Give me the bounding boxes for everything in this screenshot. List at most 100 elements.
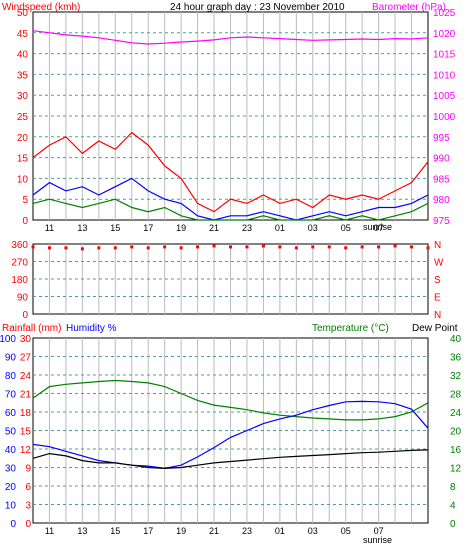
humidity-tick-label: 80 [5, 371, 17, 382]
direction-point [163, 245, 167, 249]
temperature-tick-label: 40 [450, 334, 462, 345]
direction-point [377, 245, 381, 249]
series-line [32, 131, 429, 213]
barometer-tick-label: 975 [433, 216, 450, 227]
humidity-axis-label: Humidity % [66, 323, 117, 334]
chart-title: 24 hour graph day : 23 November 2010 [170, 2, 345, 13]
x-tick-label: 19 [176, 223, 186, 233]
series-line [32, 30, 429, 45]
wind-pressure-grid [33, 12, 428, 220]
temperature-tick-label: 0 [450, 519, 456, 530]
direction-point [393, 244, 397, 248]
temperature-tick-label: 36 [450, 353, 462, 364]
humidity-tick-label: 0 [10, 519, 16, 530]
windspeed-axis-label: Windspeed (kmh) [2, 2, 80, 13]
series-line [32, 379, 429, 421]
direction-point [212, 244, 216, 248]
x-tick-label: 23 [242, 526, 252, 536]
direction-point [360, 245, 364, 249]
direction-point [278, 245, 282, 249]
x-tick-label: 05 [341, 223, 351, 233]
x-tick-label: 01 [275, 223, 285, 233]
x-tick-label: 15 [110, 526, 120, 536]
wind-pressure-series [32, 30, 429, 221]
direction-degree-tick: 0 [22, 310, 28, 321]
windspeed-tick-label: 25 [17, 112, 29, 123]
rainfall-tick-label: 3 [25, 501, 31, 512]
rainfall-tick-label: 30 [20, 334, 32, 345]
direction-degree-tick: 270 [11, 258, 28, 269]
x-tick-label: 07 [374, 526, 384, 536]
direction-point [130, 245, 134, 249]
direction-point [245, 245, 249, 249]
top-x-axis: 11 13 15 17 19 21 23 01 03 05 07 [45, 223, 384, 233]
temperature-axis-label: Temperature (°C) [312, 323, 389, 334]
rainfall-tick-label: 18 [20, 408, 32, 419]
barometer-tick-label: 1020 [433, 29, 456, 40]
series-line [32, 449, 429, 470]
direction-point [410, 245, 414, 249]
temperature-tick-label: 24 [450, 408, 462, 419]
direction-degree-tick: 360 [11, 240, 28, 251]
windspeed-tick-label: 35 [17, 70, 29, 81]
barometer-axis-label: Barometer (hPa) [372, 2, 446, 13]
direction-point [229, 245, 232, 249]
x-tick-label: 21 [209, 526, 219, 536]
direction-degree-tick: 180 [11, 275, 28, 286]
windspeed-tick-label: 5 [22, 195, 28, 206]
temperature-tick-label: 16 [450, 445, 462, 456]
barometer-tick-label: 1005 [433, 91, 456, 102]
humidity-tick-label: 10 [5, 501, 17, 512]
windspeed-tick-label: 50 [17, 8, 29, 19]
x-tick-label: 01 [275, 526, 285, 536]
x-tick-label: 07 [374, 223, 384, 233]
x-tick-label: 21 [209, 223, 219, 233]
humidity-tick-label: 20 [5, 482, 17, 493]
wind-direction-grid [33, 244, 428, 314]
x-tick-label: 19 [176, 526, 186, 536]
sunrise-label-bottom: sunrise [363, 535, 392, 545]
windspeed-tick-label: 40 [17, 50, 29, 61]
series-line [32, 400, 429, 470]
wind-direction-series [31, 244, 430, 251]
direction-compass-tick: E [434, 293, 441, 304]
x-tick-label: 23 [242, 223, 252, 233]
direction-point [294, 246, 298, 250]
x-tick-label: 11 [45, 223, 54, 233]
direction-point [261, 244, 265, 248]
humidity-tick-label: 30 [5, 464, 17, 475]
humidity-tick-label: 50 [5, 427, 17, 438]
rainfall-tick-label: 0 [25, 519, 31, 530]
barometer-tick-label: 1015 [433, 50, 456, 61]
barometer-tick-label: 985 [433, 174, 450, 185]
temp-humidity-series [32, 379, 429, 470]
humidity-tick-label: 70 [5, 390, 17, 401]
windspeed-tick-label: 45 [17, 29, 29, 40]
direction-point [80, 247, 84, 251]
windspeed-tick-label: 20 [17, 133, 29, 144]
direction-point [47, 246, 51, 250]
direction-point [311, 245, 315, 249]
x-tick-label: 11 [45, 526, 54, 536]
windspeed-tick-label: 30 [17, 91, 29, 102]
temperature-tick-label: 4 [450, 501, 456, 512]
humidity-tick-label: 60 [5, 408, 17, 419]
windspeed-tick-label: 0 [22, 216, 28, 227]
x-tick-label: 03 [308, 526, 318, 536]
rainfall-tick-label: 21 [20, 390, 32, 401]
direction-point [31, 245, 35, 249]
series-line [32, 177, 429, 221]
rainfall-axis: 0 3 6 9 12 15 18 21 24 27 30 [20, 334, 32, 530]
direction-compass-tick: W [434, 258, 444, 269]
temperature-tick-label: 20 [450, 427, 462, 438]
barometer-tick-label: 1000 [433, 112, 456, 123]
windspeed-tick-label: 15 [17, 154, 29, 165]
barometer-axis: 975 980 985 990 995 1000 1005 1010 1015 1020 1025 [433, 8, 456, 227]
x-tick-label: 17 [143, 223, 153, 233]
rainfall-tick-label: 27 [20, 353, 32, 364]
dewpoint-axis-label: Dew Point [412, 323, 458, 334]
x-tick-label: 13 [77, 223, 87, 233]
x-tick-label: 17 [143, 526, 153, 536]
